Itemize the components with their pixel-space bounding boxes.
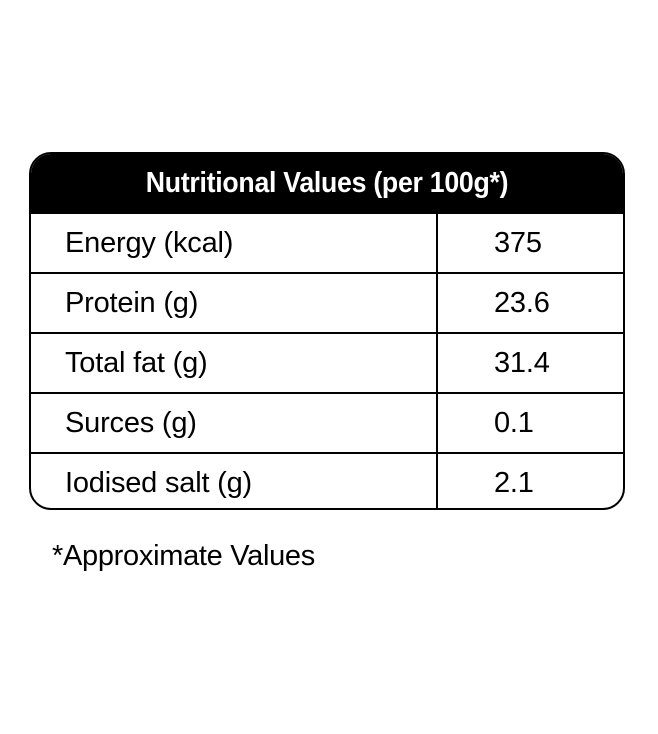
table-row: Total fat (g) 31.4 (31, 332, 623, 392)
table-header: Nutritional Values (per 100g*) (31, 154, 623, 212)
nutrient-label: Iodised salt (g) (31, 454, 438, 508)
table-row: Surces (g) 0.1 (31, 392, 623, 452)
nutrition-table: Nutritional Values (per 100g*) Energy (k… (29, 152, 625, 510)
nutrient-label: Surces (g) (31, 394, 438, 452)
nutrient-value: 375 (494, 226, 542, 259)
nutrient-label: Protein (g) (31, 274, 438, 332)
footnote: *Approximate Values (52, 540, 315, 572)
nutrient-value: 31.4 (494, 346, 550, 379)
nutrient-label: Total fat (g) (31, 334, 438, 392)
nutrient-label: Energy (kcal) (31, 214, 438, 272)
table-row: Protein (g) 23.6 (31, 272, 623, 332)
table-row: Energy (kcal) 375 (31, 212, 623, 272)
nutrient-value: 23.6 (494, 286, 550, 319)
nutrient-value: 0.1 (494, 406, 534, 439)
nutrient-value: 2.1 (494, 466, 534, 499)
table-row: Iodised salt (g) 2.1 (31, 452, 623, 508)
table-title: Nutritional Values (per 100g*) (54, 154, 600, 212)
